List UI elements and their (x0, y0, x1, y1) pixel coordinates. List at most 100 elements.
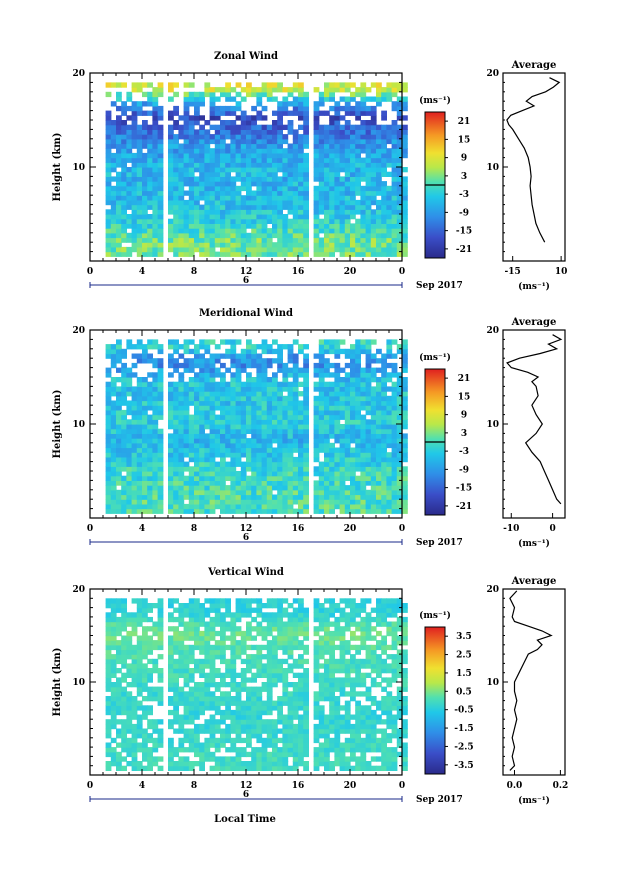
heatmap-cell (339, 405, 346, 411)
heatmap-cell (147, 381, 153, 387)
heatmap-cell (277, 138, 283, 145)
heatmap-cell (204, 381, 211, 387)
heatmap-cell (246, 167, 252, 173)
heatmap-cell (194, 105, 200, 112)
colorbar-tick-label: 9 (461, 411, 467, 421)
heatmap-cell (282, 190, 289, 196)
heatmap-cell (246, 700, 252, 706)
heatmap-cell (360, 124, 367, 130)
heatmap-cell (188, 214, 195, 220)
heatmap-cell (344, 199, 351, 206)
heatmap-cell (110, 621, 117, 627)
heatmap-cell (110, 391, 117, 397)
heatmap-cell (256, 709, 263, 716)
heatmap-cell (136, 428, 143, 434)
heatmap-cell (360, 485, 367, 491)
heatmap-cell (131, 214, 138, 220)
heatmap-cell (246, 742, 252, 748)
heatmap-cell (121, 672, 127, 678)
heatmap-cell (298, 218, 304, 224)
heatmap-cell (209, 214, 216, 220)
heatmap-cell (266, 672, 273, 678)
heatmap-cell (350, 209, 356, 215)
heatmap-cell (324, 405, 330, 411)
heatmap-cell (188, 654, 195, 660)
heatmap-cell (142, 143, 148, 149)
heatmap-cell (142, 424, 148, 430)
heatmap-cell (204, 452, 211, 458)
heatmap-cell (142, 176, 148, 182)
heatmap-cell (261, 438, 268, 444)
heatmap-cell (188, 414, 195, 420)
heatmap-cell (183, 214, 190, 220)
heatmap-cell (350, 195, 356, 201)
heatmap-cell (173, 91, 179, 98)
heatmap-cell (214, 728, 221, 734)
heatmap-cell (209, 616, 216, 623)
heatmap-cell (256, 668, 263, 674)
heatmap-cell (168, 419, 174, 425)
heatmap-cell (402, 391, 408, 397)
heatmap-cell (246, 148, 252, 154)
heatmap-cell (168, 668, 174, 674)
heatmap-cell (142, 475, 148, 481)
date-line-ends (89, 539, 403, 545)
heatmap-cell (199, 630, 205, 637)
heatmap-cell (131, 668, 138, 674)
heatmap-cell (266, 682, 273, 688)
heatmap-cell (334, 214, 341, 220)
heatmap-cell (225, 395, 231, 402)
heatmap-cell (204, 372, 211, 378)
heatmap-cell (313, 381, 320, 387)
heatmap-cell (136, 405, 143, 411)
heatmap-cell (121, 110, 127, 116)
heatmap-cell (178, 719, 185, 725)
heatmap-cell (287, 682, 294, 688)
heatmap-cell (173, 442, 179, 449)
heatmap-cell (334, 237, 341, 243)
heatmap-cell (261, 668, 268, 674)
heatmap-cell (344, 508, 351, 514)
heatmap-cell (272, 626, 278, 632)
heatmap-cell (240, 747, 247, 753)
heatmap-cell (266, 616, 273, 623)
heatmap-cell (199, 157, 205, 163)
heatmap-cell (272, 204, 278, 210)
heatmap-cell (329, 157, 335, 163)
heatmap-cell (178, 414, 185, 420)
heatmap-cell (396, 237, 403, 243)
heatmap-cell (386, 395, 393, 402)
heatmap-cell (318, 190, 325, 196)
heatmap-cell (152, 475, 159, 481)
heatmap-cell (266, 630, 273, 637)
heatmap-cell (292, 395, 299, 402)
heatmap-cell (230, 649, 237, 655)
heatmap-cell (121, 195, 127, 201)
heatmap-cell (339, 442, 346, 449)
heatmap-cell (282, 658, 289, 665)
heatmap-cell (131, 242, 138, 248)
colorbar-tick-label: 15 (458, 135, 471, 145)
heatmap-cell (214, 218, 221, 224)
heatmap-cell (152, 696, 159, 702)
heatmap-cell (370, 339, 377, 345)
heatmap-cell (230, 204, 237, 210)
heatmap-cell (147, 242, 153, 248)
heatmap-cell (157, 433, 164, 439)
heatmap-cell (235, 756, 242, 762)
heatmap-cell (105, 747, 112, 753)
heatmap-cell (131, 471, 138, 477)
heatmap-cell (147, 433, 153, 439)
heatmap-cell (344, 167, 351, 173)
heatmap-cell (225, 400, 231, 406)
heatmap-cell (381, 251, 387, 257)
heatmap-cell (136, 232, 143, 239)
heatmap-cell (282, 367, 289, 373)
heatmap-cell (266, 700, 273, 706)
heatmap-cell (173, 232, 179, 239)
heatmap-cell (282, 714, 289, 720)
heatmap-cell (142, 152, 148, 159)
heatmap-cell (121, 691, 127, 697)
heatmap-cell (204, 475, 211, 481)
heatmap-cell (188, 176, 195, 182)
